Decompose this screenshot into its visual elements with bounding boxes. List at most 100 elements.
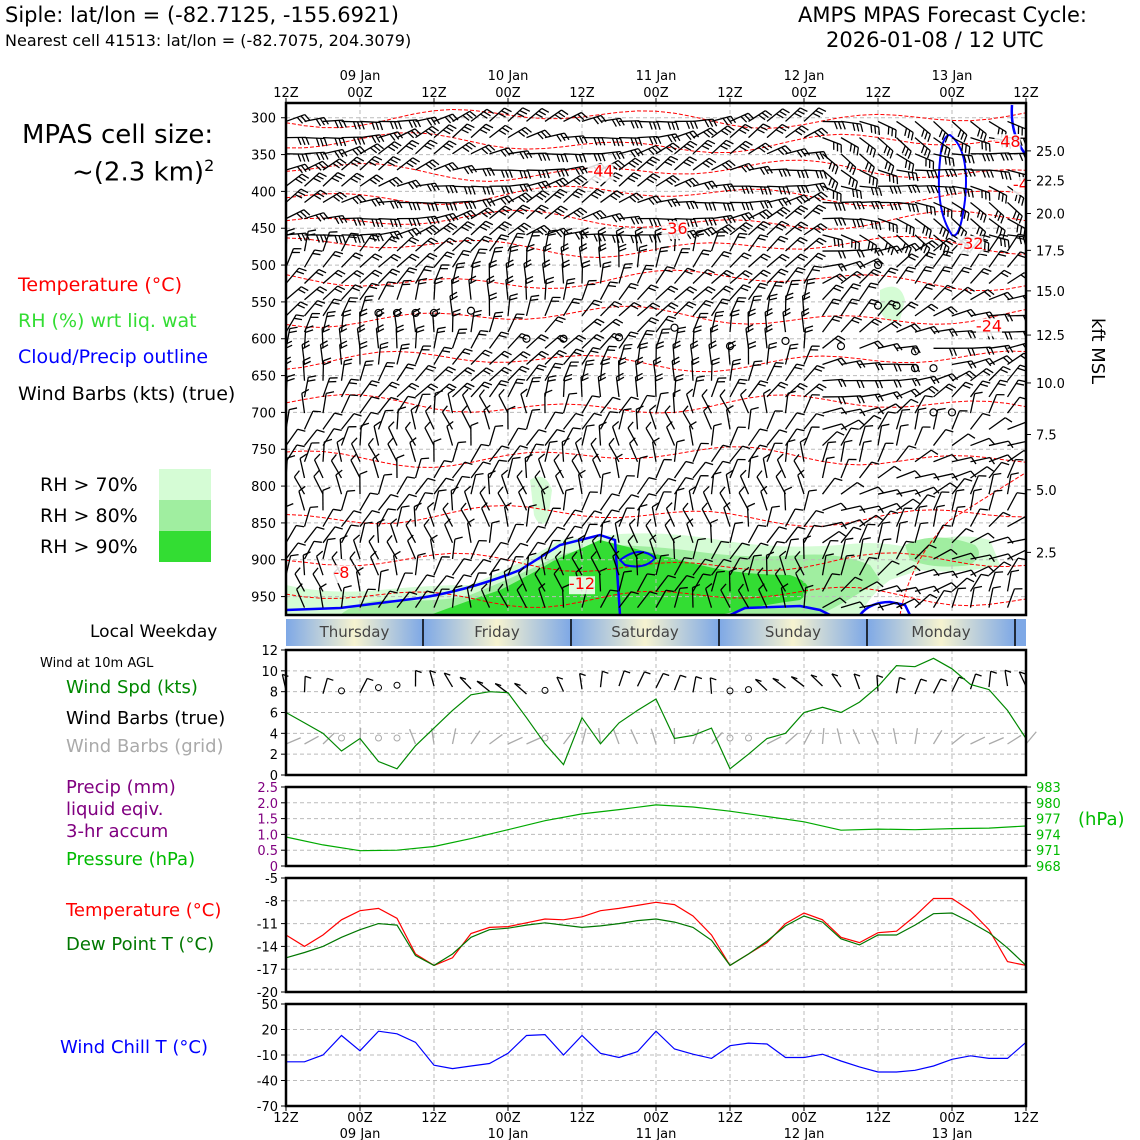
wind-barb-feather (834, 337, 843, 343)
wind-barb-feather (635, 376, 644, 382)
wind-barb (600, 136, 621, 140)
wind-barb (1007, 330, 1026, 333)
wind-barb (451, 461, 466, 479)
wind-barb-feather (873, 259, 881, 267)
wind-barb (286, 508, 287, 511)
wind-barb-feather (374, 155, 383, 161)
wind-barb-true (556, 676, 565, 692)
wind-barb-feather (343, 362, 352, 366)
wind-barb-feather (891, 322, 899, 329)
wind-barb-feather (553, 193, 562, 199)
wind-barb-feather (397, 131, 404, 139)
wind-barb-feather (566, 281, 575, 285)
temp-label: -52 (1068, 105, 1094, 124)
wind-barb-feather (649, 404, 657, 411)
wind-barb (766, 429, 780, 446)
wind-barb-feather (371, 509, 380, 514)
wind-barb-feather (664, 161, 673, 166)
wind-barb-feather (592, 347, 601, 350)
wind-barb-feather (368, 161, 377, 166)
wind-barb-feather (748, 212, 755, 220)
wind-barb-feather (463, 186, 468, 195)
wind-barb-feather (297, 304, 306, 309)
wind-barb-feather (523, 184, 529, 192)
wind-barb-feather (520, 224, 529, 231)
wind-barb-feather (740, 255, 749, 260)
wind-barb-feather (926, 170, 931, 179)
wind-barb-feather (1004, 417, 1013, 423)
wind-barb-feather (856, 219, 861, 228)
wind-barb-feather (856, 395, 861, 404)
wind-barb (636, 506, 641, 527)
wind-barb-feather (623, 408, 632, 411)
wind-barb-true-feather (415, 669, 422, 674)
wind-barb-feather (777, 238, 786, 243)
wind-barb (914, 169, 936, 172)
wind-barb-feather (679, 586, 688, 590)
wind-barb-feather (396, 328, 404, 333)
wind-barb (339, 539, 343, 560)
wind-barb-feather (423, 518, 430, 526)
wind-barb-feather (454, 585, 463, 589)
wind-barb-feather (683, 161, 691, 167)
wind-barb-feather (920, 145, 925, 154)
wind-barb-feather (442, 129, 451, 135)
wind-barb-feather (522, 204, 531, 210)
wind-barb-feather (944, 287, 953, 292)
wind-barb-feather (837, 264, 843, 272)
wind-barb-feather (1007, 291, 1014, 299)
y-tick-label: 1.5 (257, 813, 278, 828)
wind-barb-true-feather (876, 674, 884, 679)
wind-barb-feather (974, 391, 983, 395)
wind-barb-feather (356, 136, 362, 145)
wind-barb-feather (427, 386, 436, 391)
wind-barb-feather (286, 340, 293, 345)
wind-barb-feather (298, 267, 307, 272)
wind-barb (562, 490, 567, 511)
wind-barb-feather (300, 188, 309, 194)
wind-barb (507, 313, 518, 333)
wind-barb-feather (846, 161, 851, 170)
wind-barb-feather (1035, 238, 1043, 240)
wind-barb (673, 575, 688, 592)
wind-barb-feather (524, 454, 533, 459)
wind-barb-feather (944, 169, 950, 178)
wind-barb-feather (425, 405, 432, 412)
wind-barb-feather (692, 177, 699, 185)
wind-barb (1025, 542, 1026, 543)
wind-barb-feather (649, 305, 658, 310)
wind-barb-feather (423, 269, 432, 272)
wind-barb-feather (424, 145, 432, 150)
wind-barb-feather (819, 183, 825, 192)
wind-barb-feather (611, 138, 616, 147)
wind-barb-feather (682, 502, 689, 510)
top-hour-label: 12Z (569, 86, 595, 101)
wind-barb-feather (800, 170, 805, 179)
wind-barb-feather (1017, 557, 1026, 561)
wind-barb-feather (628, 162, 636, 168)
wind-barb-feather (532, 408, 541, 411)
wind-barb-feather (899, 520, 908, 524)
wind-barb-feather (567, 277, 576, 281)
wind-barb (303, 442, 313, 462)
wind-barb (336, 442, 343, 462)
pressure-tick-label: 750 (251, 443, 276, 458)
wind-barb-feather (564, 232, 573, 236)
wind-barb-feather (672, 142, 680, 149)
wind-barb-feather (648, 477, 657, 481)
wind-barb (673, 248, 683, 268)
wind-barb-feather (480, 113, 488, 119)
wind-barb-feather (719, 486, 726, 494)
wind-barb-grid (304, 735, 319, 745)
wind-barb-feather (893, 363, 898, 372)
wind-barb-feather (574, 525, 583, 529)
wind-barb-feather (519, 207, 528, 212)
wind-barb-feather (740, 116, 748, 123)
wind-barb-feather (980, 270, 989, 275)
wind-barb-feather (393, 121, 398, 130)
wind-barb (1025, 412, 1026, 414)
wind-barb-feather (933, 207, 936, 216)
wind-barb-feather (670, 285, 679, 291)
calm-circle (411, 308, 420, 318)
